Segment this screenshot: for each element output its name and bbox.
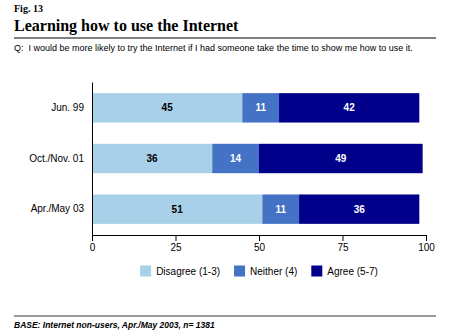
tick-mark (176, 235, 177, 241)
chart: Fig. 13 Learning how to use the Internet Q… (0, 0, 450, 335)
axis-line (93, 236, 427, 242)
data-label: 42 (344, 102, 356, 113)
tick: 50 (254, 235, 266, 253)
tick: Apr./May 03 (31, 203, 85, 214)
fig-label: Fig. 13 (14, 3, 43, 14)
tick-mark (259, 235, 260, 241)
legend-swatch (140, 266, 151, 277)
bar (299, 194, 419, 223)
tick-label: 0 (90, 242, 96, 253)
legend-label: Agree (5-7) (327, 266, 378, 277)
base-note: BASE: Internet non-users, Apr./May 2003,… (14, 320, 215, 330)
tick: 0 (90, 235, 96, 253)
plot: 45 36 51 11 14 11 42 49 36 0 25 50 75 100 Jun. 99 Oct./… (29, 83, 435, 254)
legend-item: Disagree (1-3) (140, 266, 220, 277)
tick-mark (343, 235, 344, 241)
data-label: 11 (255, 102, 266, 113)
bar (259, 144, 423, 173)
subtitle: Q: I would be more likely to try the Int… (14, 43, 413, 53)
legend: Disagree (1-3) Neither (4) Agree (5-7) (140, 266, 378, 277)
data-labels: 45 36 51 11 14 11 42 49 36 (147, 102, 366, 214)
series (92, 93, 262, 224)
legend-item: Neither (4) (234, 266, 297, 277)
tick: Jun. 99 (51, 102, 84, 113)
series (259, 93, 423, 224)
tick: Oct./Nov. 01 (29, 153, 84, 164)
tick-label: 50 (254, 242, 266, 253)
tick-label: 25 (170, 242, 182, 253)
rule (14, 38, 436, 39)
data-label: 14 (230, 153, 242, 164)
bars (92, 93, 423, 224)
tick-mark (426, 235, 427, 241)
rule (14, 316, 436, 317)
legend-label: Disagree (1-3) (156, 266, 220, 277)
tick-mark (92, 235, 93, 241)
axis-line (92, 83, 93, 236)
bar (92, 194, 262, 223)
x-axis: 0 25 50 75 100 (90, 235, 436, 253)
legend-item: Agree (5-7) (311, 266, 378, 277)
tick-label: Jun. 99 (51, 102, 84, 113)
tick: 75 (337, 235, 349, 253)
legend-label: Neither (4) (250, 266, 297, 277)
bar (92, 144, 212, 173)
tick-label: 75 (337, 242, 349, 253)
tick-label: Oct./Nov. 01 (29, 153, 84, 164)
tick-label: Apr./May 03 (31, 203, 85, 214)
data-label: 11 (275, 204, 286, 215)
bar (212, 144, 259, 173)
data-label: 36 (354, 204, 366, 215)
data-label: 36 (147, 153, 159, 164)
legend-swatch (311, 266, 322, 277)
data-label: 45 (162, 102, 174, 113)
y-axis: Jun. 99 Oct./Nov. 01 Apr./May 03 (29, 83, 92, 236)
title: Learning how to use the Internet (14, 17, 239, 35)
data-label: 51 (172, 204, 184, 215)
bar (262, 194, 299, 223)
legend-swatch (234, 266, 245, 277)
bar (242, 93, 279, 122)
tick: 100 (418, 235, 435, 253)
tick: 25 (170, 235, 182, 253)
tick-label: 100 (418, 242, 435, 253)
bar (279, 93, 419, 122)
bar (92, 93, 242, 122)
data-label: 49 (335, 153, 347, 164)
